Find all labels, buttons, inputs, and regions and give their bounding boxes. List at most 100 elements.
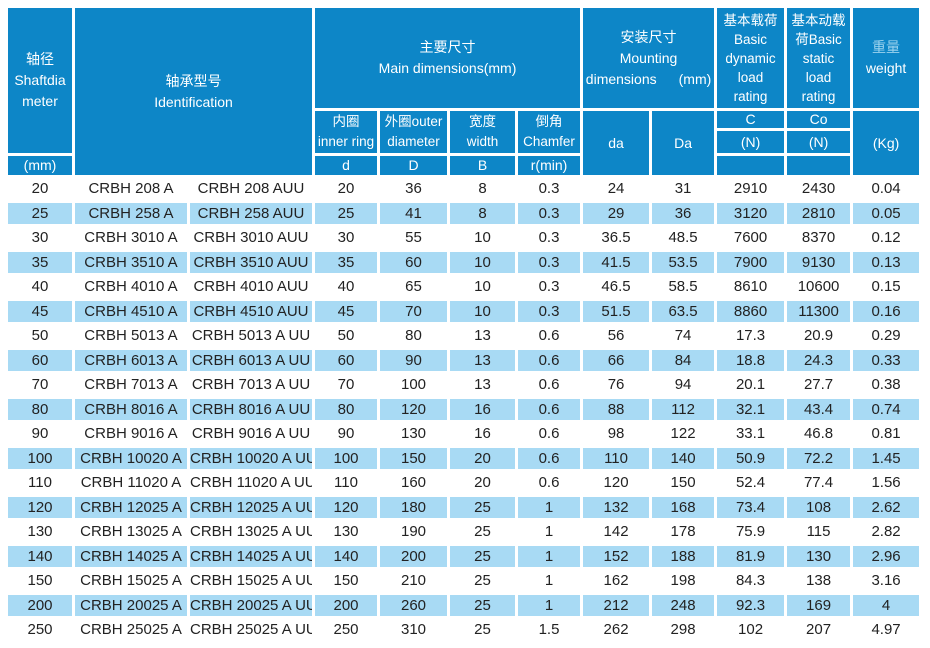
cell-Da: 94: [652, 374, 715, 396]
cell-D: 130: [380, 423, 448, 445]
header-static-load-rating: 基本动载 荷Basic static load rating: [787, 8, 851, 108]
cell-da: 36.5: [583, 227, 650, 249]
header-D-symbol: D: [380, 156, 448, 175]
cell-Co_N: 115: [787, 521, 851, 543]
cell-r_min: 0.3: [518, 251, 581, 273]
cell-d: 110: [315, 472, 378, 494]
cell-B: 13: [450, 325, 516, 347]
identification-zh: 轴承型号: [165, 72, 222, 89]
cell-D: 65: [380, 276, 448, 298]
cell-identification_auu: CRBH 6013 A UU: [190, 349, 313, 371]
cell-identification_auu: CRBH 258 AUU: [190, 202, 313, 224]
header-shaft-unit: (mm): [8, 156, 72, 175]
cell-shaft_mm: 110: [8, 472, 72, 494]
header-Co-symbol: Co: [787, 111, 851, 128]
cell-weight_kg: 2.62: [853, 496, 920, 518]
cell-C_N: 8610: [717, 276, 785, 298]
cell-D: 100: [380, 374, 448, 396]
header-Co-spacer: [787, 156, 851, 175]
cell-D: 120: [380, 398, 448, 420]
shaft-diameter-zh: 轴径: [26, 51, 54, 67]
cell-Da: 150: [652, 472, 715, 494]
cell-da: 142: [583, 521, 650, 543]
cell-D: 90: [380, 349, 448, 371]
table-row: 30 CRBH 3010 A CRBH 3010 AUU 30 55 10 0.3 36.5 4…: [8, 227, 920, 249]
cell-B: 25: [450, 570, 516, 592]
cell-C_N: 102: [717, 619, 785, 641]
mounting-unit: (mm): [678, 70, 712, 87]
cell-Co_N: 11300: [787, 300, 851, 322]
dynamic-load-line: dynamic: [725, 50, 776, 66]
cell-Co_N: 43.4: [787, 398, 851, 420]
cell-C_N: 73.4: [717, 496, 785, 518]
table-row: 200 CRBH 20025 A CRBH 20025 A UU 200 260 25 1 2…: [8, 594, 920, 616]
cell-C_N: 3120: [717, 202, 785, 224]
table-row: 250 CRBH 25025 A CRBH 25025 A UU 250 310 25 1.…: [8, 619, 920, 641]
cell-da: 41.5: [583, 251, 650, 273]
mounting-en1: Mounting: [619, 49, 678, 66]
cell-identification_a: CRBH 5013 A: [75, 325, 187, 347]
cell-r_min: 0.6: [518, 349, 581, 371]
width-zh: 宽度: [469, 114, 497, 130]
cell-Da: 63.5: [652, 300, 715, 322]
cell-identification_a: CRBH 258 A: [75, 202, 187, 224]
cell-d: 130: [315, 521, 378, 543]
header-chamfer: 倒角 Chamfer: [518, 111, 581, 153]
cell-Da: 36: [652, 202, 715, 224]
cell-d: 45: [315, 300, 378, 322]
cell-r_min: 1: [518, 570, 581, 592]
table-row: 140 CRBH 14025 A CRBH 14025 A UU 140 200 25 1 1…: [8, 545, 920, 567]
cell-shaft_mm: 20: [8, 178, 72, 200]
header-inner-ring: 内圈 inner ring: [315, 111, 378, 153]
header-d-symbol: d: [315, 156, 378, 175]
table-row: 90 CRBH 9016 A CRBH 9016 A UU 90 130 16 0.6 98 1…: [8, 423, 920, 445]
cell-da: 212: [583, 594, 650, 616]
dynamic-load-line: Basic: [734, 31, 768, 47]
cell-d: 120: [315, 496, 378, 518]
cell-identification_auu: CRBH 15025 A UU: [190, 570, 313, 592]
cell-D: 180: [380, 496, 448, 518]
cell-identification_auu: CRBH 8016 A UU: [190, 398, 313, 420]
cell-Da: 58.5: [652, 276, 715, 298]
cell-Co_N: 130: [787, 545, 851, 567]
mounting-line3: dimensions (mm): [583, 69, 714, 90]
cell-da: 152: [583, 545, 650, 567]
cell-identification_a: CRBH 4010 A: [75, 276, 187, 298]
cell-B: 25: [450, 545, 516, 567]
cell-weight_kg: 1.45: [853, 447, 920, 469]
cell-Co_N: 10600: [787, 276, 851, 298]
cell-weight_kg: 0.29: [853, 325, 920, 347]
cell-Da: 48.5: [652, 227, 715, 249]
cell-identification_a: CRBH 4510 A: [75, 300, 187, 322]
cell-identification_a: CRBH 11020 A: [75, 472, 187, 494]
static-load-line: 基本动载: [791, 12, 846, 28]
cell-identification_a: CRBH 8016 A: [75, 398, 187, 420]
cell-weight_kg: 0.04: [853, 178, 920, 200]
cell-identification_auu: CRBH 7013 A UU: [190, 374, 313, 396]
cell-C_N: 92.3: [717, 594, 785, 616]
cell-Da: 168: [652, 496, 715, 518]
header-da: da: [583, 111, 650, 175]
width-en: width: [466, 134, 499, 149]
cell-shaft_mm: 70: [8, 374, 72, 396]
table-row: 45 CRBH 4510 A CRBH 4510 AUU 45 70 10 0.3 51.5 6…: [8, 300, 920, 322]
cell-identification_auu: CRBH 10020 A UU: [190, 447, 313, 469]
cell-shaft_mm: 140: [8, 545, 72, 567]
cell-C_N: 50.9: [717, 447, 785, 469]
cell-C_N: 2910: [717, 178, 785, 200]
cell-Da: 198: [652, 570, 715, 592]
cell-C_N: 33.1: [717, 423, 785, 445]
cell-weight_kg: 2.82: [853, 521, 920, 543]
cell-C_N: 84.3: [717, 570, 785, 592]
cell-C_N: 32.1: [717, 398, 785, 420]
cell-identification_auu: CRBH 25025 A UU: [190, 619, 313, 641]
header-Co-unit: (N): [787, 131, 851, 153]
cell-C_N: 17.3: [717, 325, 785, 347]
cell-d: 40: [315, 276, 378, 298]
cell-da: 88: [583, 398, 650, 420]
cell-B: 25: [450, 594, 516, 616]
cell-B: 10: [450, 276, 516, 298]
cell-B: 8: [450, 202, 516, 224]
header-B-symbol: B: [450, 156, 516, 175]
cell-shaft_mm: 80: [8, 398, 72, 420]
